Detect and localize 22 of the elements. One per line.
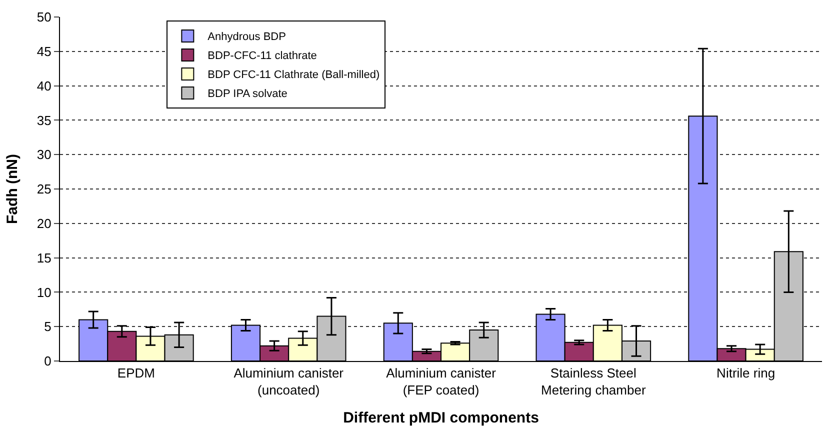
x-tick-label: Stainless Steel Metering chamber [541, 366, 646, 398]
y-tick-label: 10 [36, 284, 52, 300]
y-axis-title: Fadh (nN) [4, 154, 22, 224]
x-axis-title: Different pMDI components [343, 410, 539, 426]
y-tick-label: 35 [36, 112, 52, 128]
x-tick-label: Aluminium canister (uncoated) [234, 366, 344, 398]
y-tick-label: 0 [44, 354, 52, 369]
y-tick-label: 50 [36, 10, 52, 25]
x-tick-label: EPDM [117, 366, 155, 381]
y-tick-label: 30 [36, 147, 52, 162]
legend-label: BDP CFC-11 Clathrate (Ball-milled) [208, 69, 380, 82]
y-tick-label: 40 [36, 78, 52, 94]
legend-label: Anhydrous BDP [208, 31, 286, 44]
y-tick-label: 15 [36, 250, 52, 266]
y-tick-label: 45 [36, 44, 52, 59]
legend-label: BDP-CFC-11 clathrate [208, 50, 317, 62]
legend-label: BDP IPA solvate [208, 88, 288, 100]
x-tick-label: Aluminium canister (FEP coated) [386, 366, 497, 398]
x-tick-label: Nitrile ring [716, 366, 776, 381]
y-tick-label: 5 [44, 319, 52, 334]
y-tick-label: 25 [36, 182, 52, 197]
y-tick-label: 20 [36, 216, 52, 231]
